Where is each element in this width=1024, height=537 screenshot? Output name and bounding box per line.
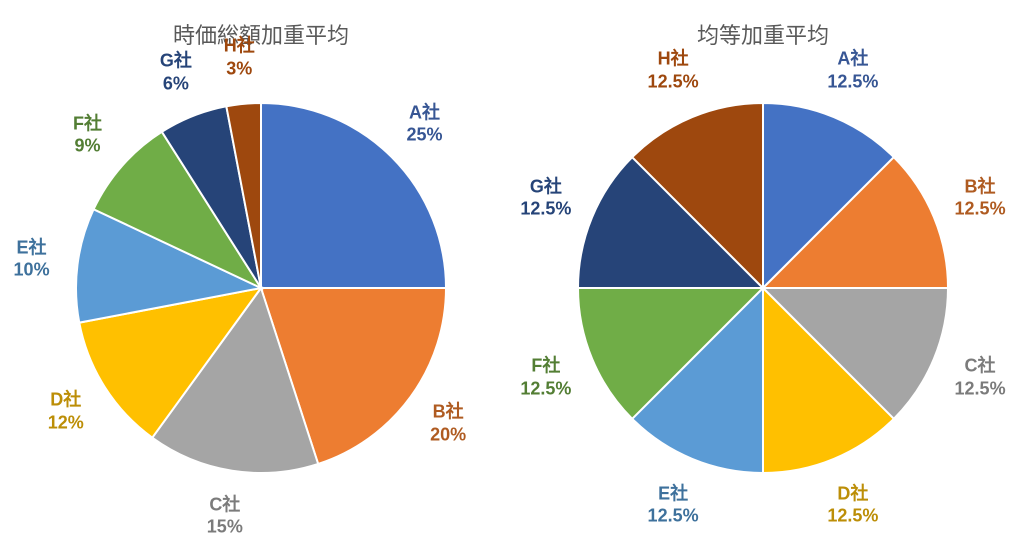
chart-area-equal: A社12.5%B社12.5%C社12.5%D社12.5%E社12.5%F社12.… xyxy=(512,58,1014,517)
pie-slice-label-name: H社 xyxy=(648,48,699,71)
pie-slice xyxy=(261,103,446,288)
pie-slice-label: F社12.5% xyxy=(520,355,571,400)
pie-slice-label-percent: 12.5% xyxy=(648,70,699,93)
pie-slice-label-percent: 12.5% xyxy=(955,198,1006,221)
pie-slice-label-name: C社 xyxy=(955,355,1006,378)
pie-slice-label-name: G社 xyxy=(520,175,571,198)
pie-slice-label-percent: 12.5% xyxy=(648,505,699,528)
pie-slice-label-name: G社 xyxy=(160,50,192,73)
pie-slice-label-name: E社 xyxy=(648,482,699,505)
pie-slice-label: A社12.5% xyxy=(827,48,878,93)
pie-slice-label: E社12.5% xyxy=(648,482,699,527)
pie-slice-label-name: E社 xyxy=(14,236,50,259)
pie-slice-label: H社12.5% xyxy=(648,48,699,93)
pie-slice-label: G社12.5% xyxy=(520,175,571,220)
chart-title-market-cap: 時価総額加重平均 xyxy=(173,18,349,50)
pie-slice-label-name: A社 xyxy=(827,48,878,71)
panel-equal-weighted: 均等加重平均 A社12.5%B社12.5%C社12.5%D社12.5%E社12.… xyxy=(512,10,1014,517)
pie-slice-label: G社6% xyxy=(160,50,192,95)
pie-slice-label-name: C社 xyxy=(207,493,243,516)
pie-slice-label: C社15% xyxy=(207,493,243,537)
pie-slice-label-percent: 6% xyxy=(160,72,192,95)
pie-slice-label: C社12.5% xyxy=(955,355,1006,400)
pie-slice-label-percent: 12.5% xyxy=(955,377,1006,400)
pie-slice-label: E社10% xyxy=(14,236,50,281)
pie-slice-label-percent: 15% xyxy=(207,516,243,537)
pie-slice-label: B社12.5% xyxy=(955,175,1006,220)
pie-slice-label: D社12.5% xyxy=(827,482,878,527)
pie-slice-label-percent: 3% xyxy=(224,57,255,80)
pie-slice-label-name: D社 xyxy=(827,482,878,505)
pie-slice-label-percent: 12.5% xyxy=(520,377,571,400)
pie-slice-label-name: F社 xyxy=(520,355,571,378)
chart-area-market-cap: A社25%B社20%C社15%D社12%E社10%F社9%G社6%H社3% xyxy=(10,58,512,517)
pie-slice-label-percent: 12.5% xyxy=(827,505,878,528)
pie-slice-label-name: B社 xyxy=(955,175,1006,198)
pie-slice-label-percent: 10% xyxy=(14,259,50,282)
chart-title-equal: 均等加重平均 xyxy=(697,18,829,50)
charts-row: 時価総額加重平均 A社25%B社20%C社15%D社12%E社10%F社9%G社… xyxy=(0,0,1024,537)
pie-slice-label-percent: 12.5% xyxy=(827,70,878,93)
pie-slice-label-percent: 12.5% xyxy=(520,198,571,221)
panel-market-cap-weighted: 時価総額加重平均 A社25%B社20%C社15%D社12%E社10%F社9%G社… xyxy=(10,10,512,517)
pie-chart-svg xyxy=(76,103,446,473)
pie-chart-svg xyxy=(578,103,948,473)
